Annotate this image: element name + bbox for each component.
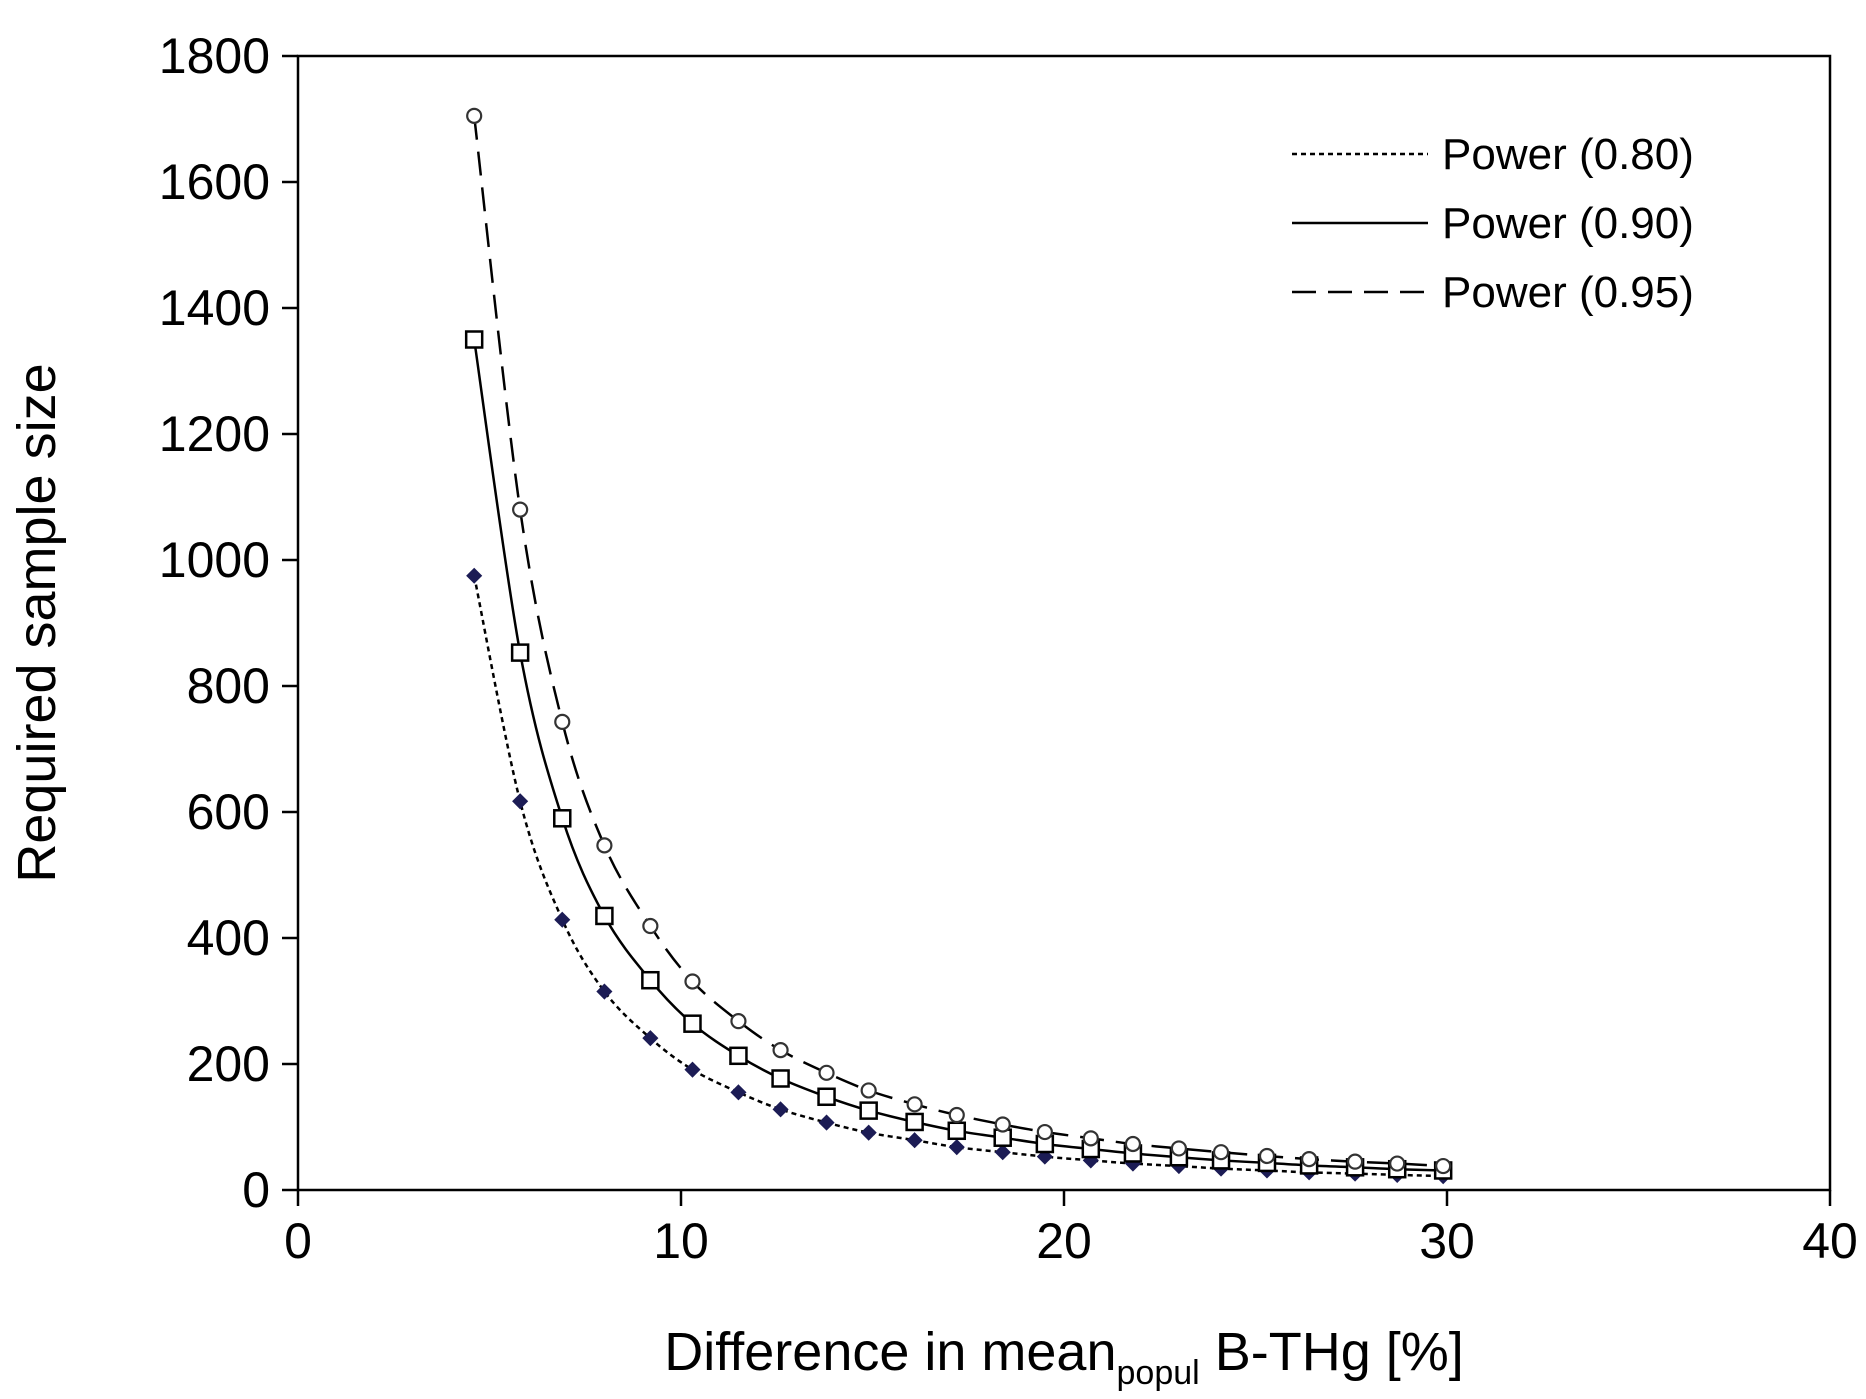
legend-label: Power (0.95) bbox=[1442, 268, 1694, 317]
x-tick-label: 0 bbox=[284, 1213, 312, 1269]
data-point bbox=[948, 1139, 965, 1156]
data-point bbox=[771, 1069, 790, 1088]
legend: Power (0.80) Power (0.90) Power (0.95) bbox=[1292, 130, 1694, 317]
data-point bbox=[905, 1112, 924, 1132]
data-point bbox=[642, 917, 659, 935]
data-point bbox=[1124, 1135, 1142, 1153]
data-point bbox=[772, 1042, 789, 1059]
y-tick-label: 1800 bbox=[159, 28, 270, 84]
data-point bbox=[1435, 1157, 1452, 1175]
data-point bbox=[466, 567, 483, 584]
y-tick-label: 1000 bbox=[159, 532, 270, 588]
data-point bbox=[1389, 1155, 1406, 1172]
data-point bbox=[466, 107, 483, 124]
data-point bbox=[642, 1030, 659, 1047]
data-point bbox=[684, 1061, 701, 1078]
y-tick-label: 1400 bbox=[159, 280, 270, 336]
y-tick-label: 600 bbox=[187, 784, 270, 840]
data-point bbox=[554, 713, 571, 731]
series-3 bbox=[466, 107, 1452, 1175]
data-point bbox=[512, 793, 529, 810]
data-point bbox=[860, 1124, 877, 1141]
legend-label: Power (0.80) bbox=[1442, 130, 1694, 179]
data-point bbox=[817, 1087, 836, 1107]
data-point bbox=[994, 1144, 1011, 1161]
series-1 bbox=[466, 567, 1452, 1185]
data-point bbox=[1082, 1130, 1099, 1147]
legend-label: Power (0.90) bbox=[1442, 199, 1694, 248]
data-point bbox=[906, 1132, 923, 1149]
y-axis-title: Required sample size bbox=[7, 363, 67, 882]
data-point bbox=[906, 1096, 923, 1113]
series-line bbox=[472, 339, 1444, 1172]
data-point bbox=[596, 837, 613, 854]
data-point bbox=[860, 1082, 877, 1099]
data-point bbox=[595, 906, 614, 926]
y-tick-label: 1200 bbox=[159, 406, 270, 462]
data-point bbox=[1301, 1151, 1318, 1168]
data-point bbox=[859, 1101, 878, 1120]
data-point bbox=[641, 970, 660, 990]
x-tick-label: 40 bbox=[1802, 1213, 1858, 1269]
x-tick-label: 20 bbox=[1036, 1213, 1092, 1269]
data-point bbox=[730, 1013, 747, 1030]
data-point bbox=[947, 1121, 967, 1141]
plot-area bbox=[464, 107, 1453, 1185]
data-point bbox=[510, 643, 530, 662]
data-point bbox=[554, 911, 571, 928]
x-tick-label: 10 bbox=[653, 1213, 709, 1269]
x-axis-title-suffix: B-THg [%] bbox=[1200, 1322, 1464, 1382]
data-point bbox=[818, 1064, 835, 1081]
data-point bbox=[730, 1084, 747, 1101]
data-point bbox=[994, 1116, 1011, 1133]
data-point bbox=[1346, 1153, 1364, 1170]
data-point bbox=[683, 1014, 702, 1033]
y-tick-label: 200 bbox=[187, 1036, 270, 1092]
data-point bbox=[729, 1046, 748, 1066]
data-point bbox=[818, 1114, 835, 1131]
x-axis-title-subscript: popul bbox=[1117, 1354, 1200, 1392]
data-point bbox=[772, 1101, 789, 1118]
data-point bbox=[1212, 1144, 1230, 1161]
x-axis-title-main: Difference in mean bbox=[664, 1322, 1116, 1382]
y-tick-label: 800 bbox=[187, 658, 270, 714]
data-point bbox=[684, 973, 701, 990]
data-point bbox=[464, 330, 484, 349]
axes: 0 200 400 600 800 1000 1200 1400 1600 1800 0 10 20 30… bbox=[159, 28, 1858, 1269]
y-tick-label: 400 bbox=[187, 910, 270, 966]
data-point bbox=[948, 1106, 965, 1124]
data-point bbox=[553, 809, 572, 828]
x-tick-label: 30 bbox=[1419, 1213, 1475, 1269]
series-2 bbox=[464, 330, 1453, 1180]
x-axis-title: Difference in meanpopul B-THg [%] bbox=[664, 1322, 1464, 1392]
axis-titles: Required sample size Difference in meanp… bbox=[7, 363, 1464, 1392]
data-point bbox=[1170, 1140, 1188, 1157]
y-tick-label: 1600 bbox=[159, 154, 270, 210]
data-point bbox=[1258, 1147, 1276, 1165]
data-point bbox=[596, 983, 613, 1000]
y-tick-label: 0 bbox=[242, 1162, 270, 1218]
data-point bbox=[1036, 1123, 1053, 1141]
data-point bbox=[512, 501, 529, 518]
